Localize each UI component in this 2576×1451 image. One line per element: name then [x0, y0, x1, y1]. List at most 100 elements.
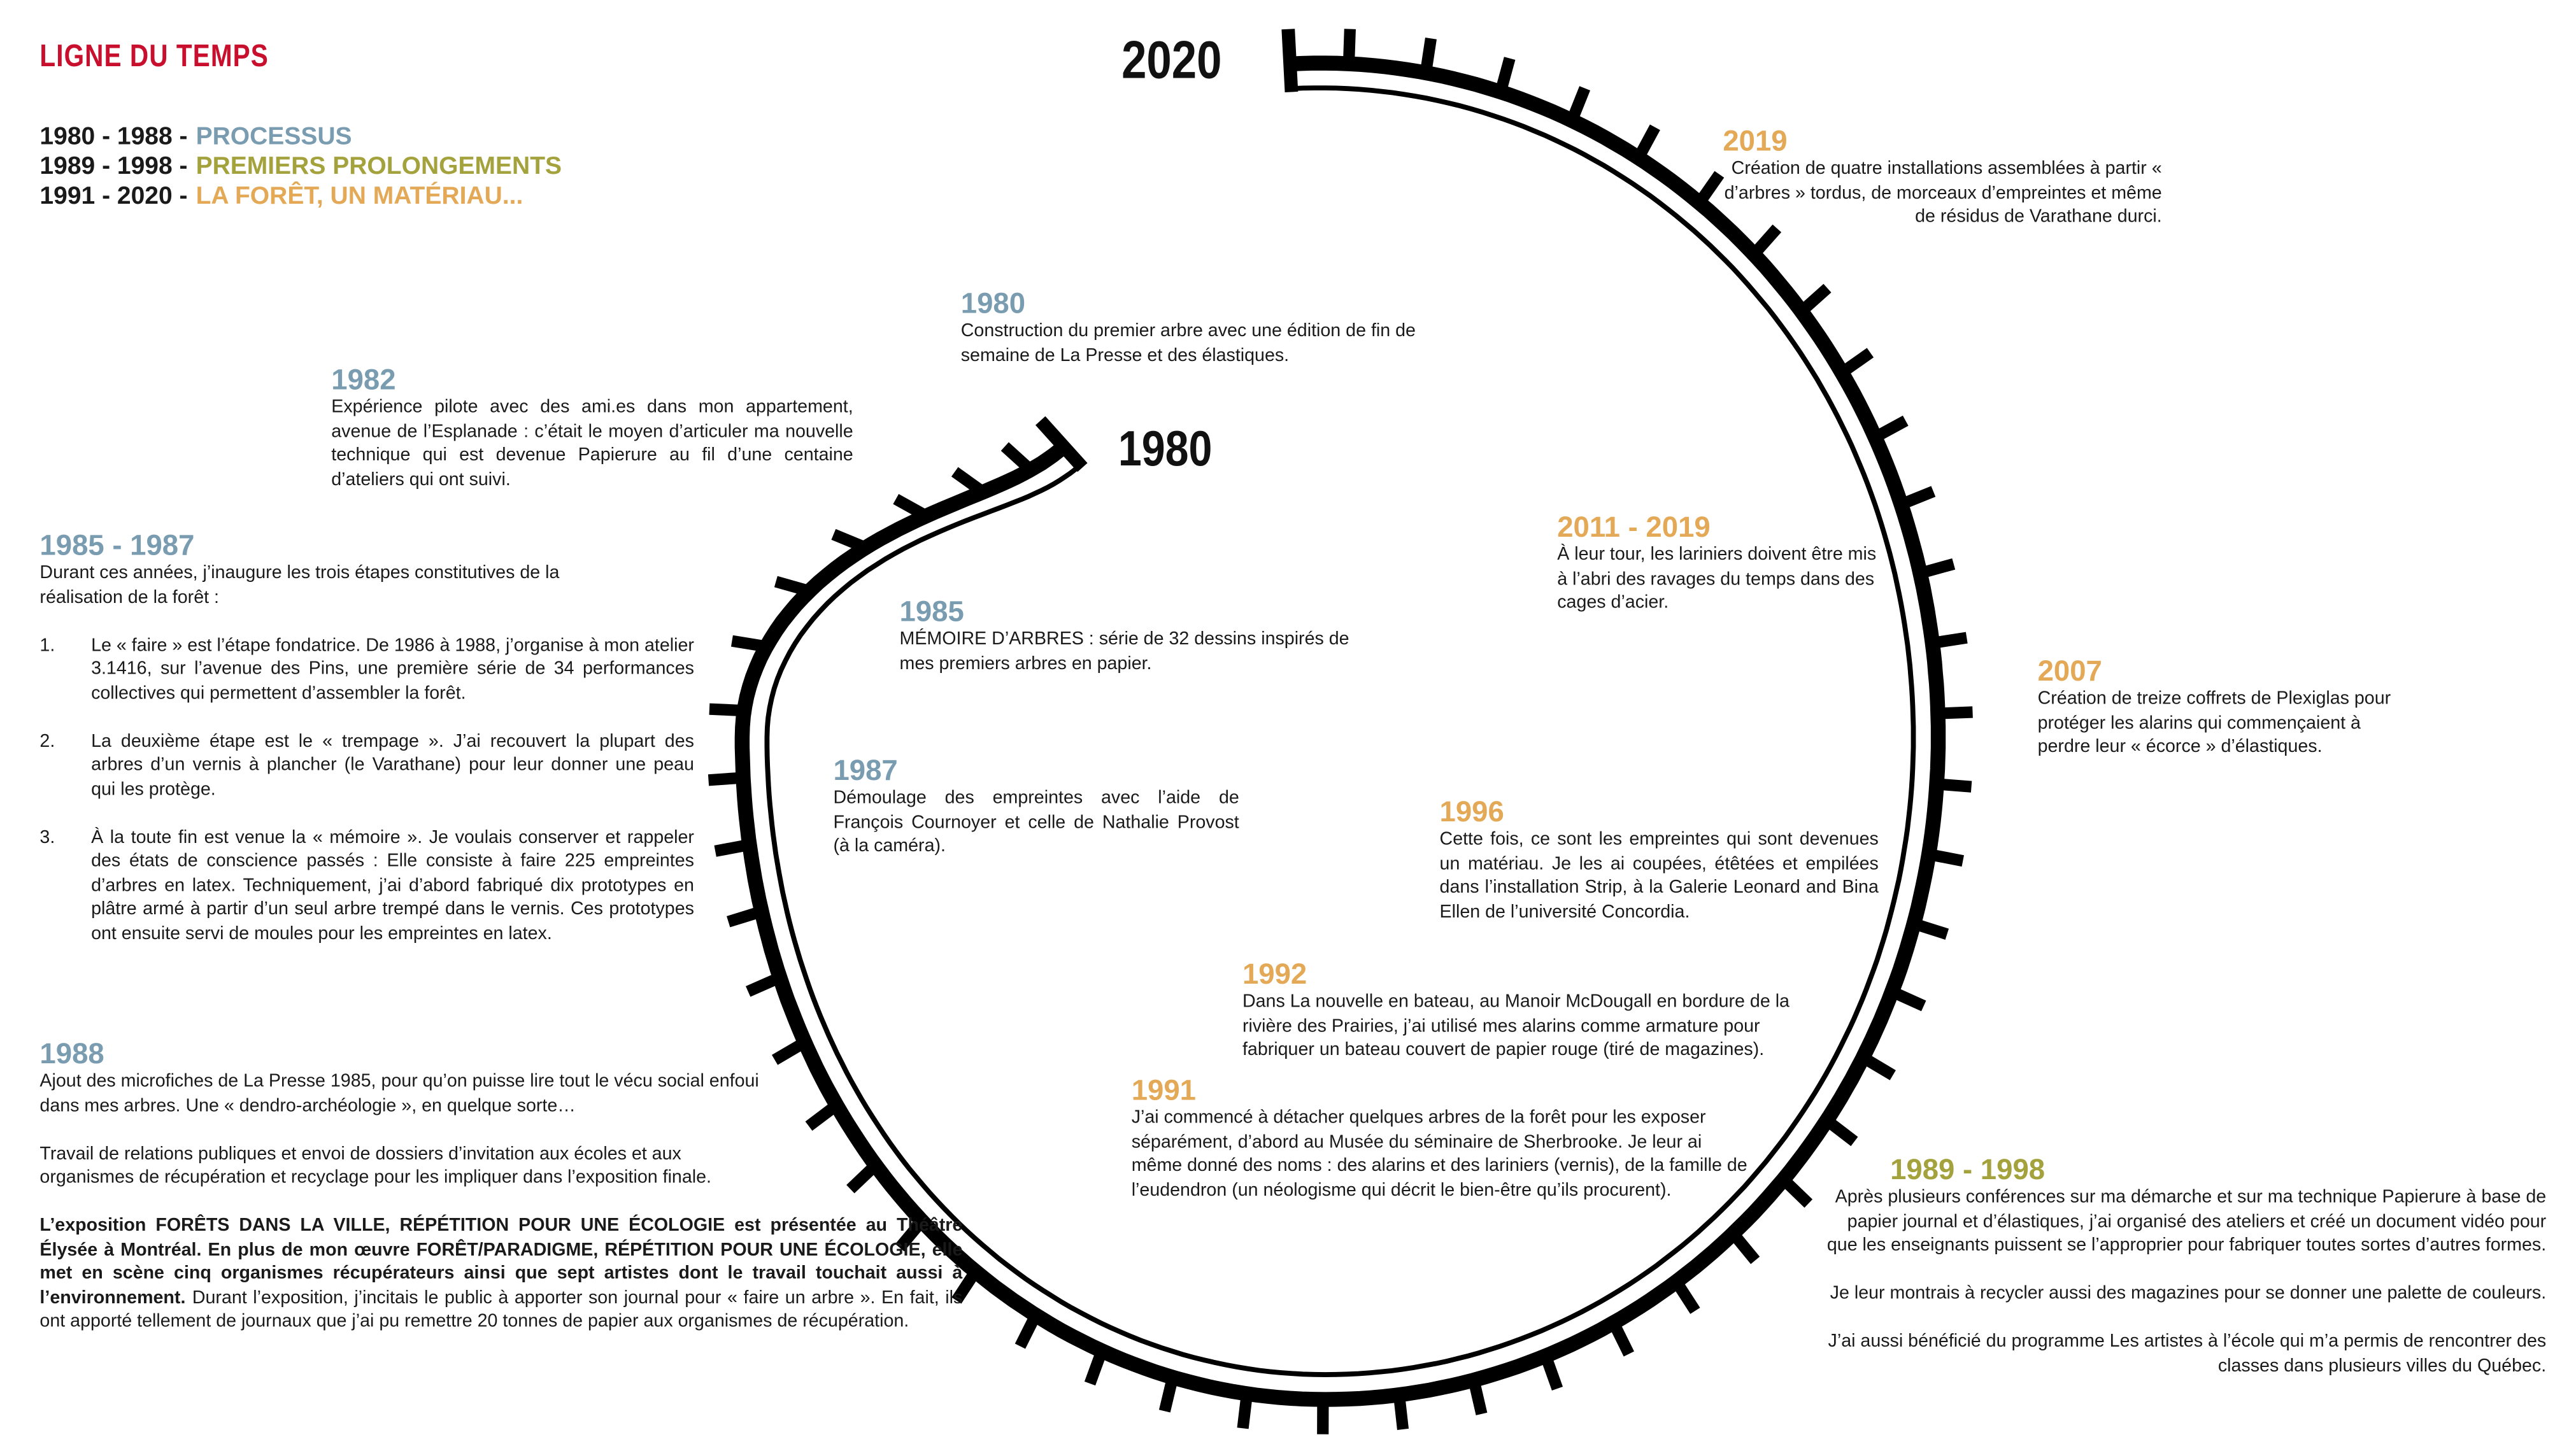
spiral-tick	[1905, 492, 1933, 503]
legend-label: PREMIERS PROLONGEMENTS	[196, 152, 562, 180]
spiral-tick	[955, 472, 979, 489]
spiral-tick	[1005, 446, 1027, 466]
spiral-tick	[1925, 564, 1954, 572]
entry-year: 1988	[39, 1037, 777, 1070]
spiral-tick	[1702, 174, 1719, 199]
entry-text: Création de treize coffrets de Plexiglas…	[2038, 688, 2410, 760]
entry-text: MÉMOIRE D’ARBRES : série de 32 dessins i…	[900, 628, 1363, 676]
title: LIGNE DU TEMPS	[39, 39, 268, 76]
spiral-tick	[1831, 1123, 1854, 1141]
spiral-tick	[1937, 638, 1967, 642]
entry-year: 2011 - 2019	[1557, 510, 1880, 543]
entry-year: 1991	[1132, 1073, 1753, 1107]
legend-item: 1991 - 2020 - LA FORÊT, UN MATÉRIAU...	[39, 182, 562, 212]
spiral-tick	[1400, 1399, 1403, 1429]
legend-years: 1989 - 1998 -	[39, 152, 187, 180]
spiral-tick	[729, 913, 757, 922]
spiral-cap	[1288, 29, 1292, 92]
list-number: 3.	[39, 826, 91, 946]
entry-year: 1996	[1440, 795, 1879, 828]
spiral-tick	[1787, 1183, 1809, 1204]
entry-text: Ajout des microfiches de La Presse 1985,…	[39, 1070, 777, 1117]
spiral-tick	[1020, 1320, 1034, 1347]
spiral-tick	[709, 709, 739, 711]
spiral-tick	[1679, 1286, 1695, 1311]
entry-year: 1985	[900, 595, 1363, 628]
list-item: 2.La deuxième étape est le « trempage ».…	[39, 730, 694, 802]
spiral-tick	[1896, 994, 1924, 1006]
spiral-label: 1980	[1118, 422, 1213, 478]
entry-text: Durant ces années, j’inaugure les trois …	[39, 562, 594, 609]
spiral-tick	[1641, 127, 1655, 153]
entry-text: Démoulage des empreintes avec l’aide de …	[833, 787, 1239, 859]
spiral-tick	[850, 1168, 872, 1189]
entry-text: Création de quatre installations assembl…	[1723, 157, 2161, 229]
spiral-tick	[748, 979, 776, 991]
legend-item: 1980 - 1988 -PROCESSUS	[39, 122, 562, 152]
spiral-tick	[1616, 1327, 1629, 1354]
spiral-tick	[715, 846, 744, 851]
spiral-tick	[1548, 1361, 1558, 1389]
legend-label: LA FORÊT, UN MATÉRIAU...	[196, 182, 523, 210]
spiral-tick	[1943, 712, 1973, 714]
spiral-tick	[775, 1045, 801, 1060]
list-number: 1.	[39, 633, 91, 705]
entry-year: 2019	[1723, 124, 2161, 157]
entry-text: J’ai aussi bénéficié du programme Les ar…	[1818, 1330, 2547, 1378]
spiral-tick	[1427, 38, 1431, 67]
entry-year: 1982	[331, 363, 853, 396]
entry-year: 1992	[1242, 958, 1830, 991]
entry-text: Dans La nouvelle en bateau, au Manoir Mc…	[1242, 991, 1830, 1063]
entry-year: 1985 - 1987	[39, 528, 694, 562]
spiral-tick	[1805, 288, 1828, 308]
spiral-tick	[1919, 925, 1947, 934]
legend-years: 1991 - 2020 -	[39, 182, 187, 210]
spiral-tick	[809, 1108, 832, 1126]
entry-text: J’ai commencé à détacher quelques arbres…	[1132, 1107, 1753, 1203]
spiral-tick	[1502, 59, 1509, 87]
entry-text: Expérience pilote avec des ami.es dans m…	[331, 396, 853, 492]
spiral-tick	[732, 641, 761, 646]
spiral-tick	[1475, 1385, 1482, 1414]
list-item: 3.À la toute fin est venue la « mémoire …	[39, 826, 694, 946]
spiral-tick	[1090, 1355, 1100, 1384]
spiral-tick	[1867, 1060, 1893, 1075]
spiral-tick	[1757, 229, 1777, 251]
legend-label: PROCESSUS	[196, 122, 352, 150]
list-text: À la toute fin est venue la « mémoire ».…	[91, 826, 694, 946]
spiral-tick	[1933, 855, 1963, 861]
legend-item: 1989 - 1998 - PREMIERS PROLONGEMENTS	[39, 152, 562, 182]
spiral-tick	[776, 581, 804, 590]
spiral-tick	[1574, 88, 1584, 116]
spiral-tick	[1846, 353, 1870, 370]
list-text: La deuxième étape est le « trempage ». J…	[91, 730, 694, 802]
entry-year: 2007	[2038, 655, 2410, 688]
entry-text: Cette fois, ce sont les empreintes qui s…	[1440, 828, 1879, 924]
list-item: 1.Le « faire » est l’étape fondatrice. D…	[39, 633, 694, 705]
spiral-tick	[1879, 421, 1905, 435]
spiral-tick	[1942, 784, 1972, 787]
entry-year: 1989 - 1998	[1818, 1153, 2547, 1186]
entry-text: Je leur montrais à recycler aussi des ma…	[1818, 1282, 2547, 1306]
spiral-tick	[1165, 1382, 1172, 1412]
list-number: 2.	[39, 730, 91, 802]
spiral-tick	[709, 778, 739, 780]
exhibition-text: L’exposition FORÊTS DANS LA VILLE, RÉPÉT…	[39, 1214, 962, 1334]
spiral-tick	[896, 499, 922, 514]
entry-year: 1987	[833, 754, 1239, 787]
